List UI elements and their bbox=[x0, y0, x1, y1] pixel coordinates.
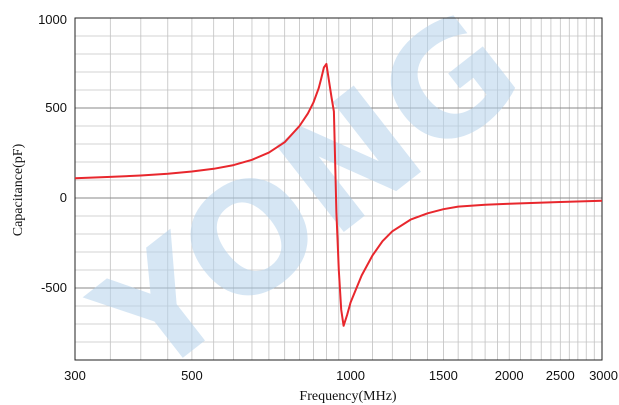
x-tick-label: 500 bbox=[181, 368, 203, 383]
x-tick-label: 2500 bbox=[546, 368, 575, 383]
horizontal-gridlines bbox=[75, 35, 602, 343]
x-tick-labels: 300 500 1000 1500 2000 2500 3000 bbox=[64, 368, 618, 383]
y-tick-label: 0 bbox=[60, 190, 67, 205]
capacitance-series-line bbox=[74, 62, 603, 327]
x-axis-label: Frequency(MHz) bbox=[299, 389, 397, 404]
y-axis-label: Capacitance(pF) bbox=[11, 143, 26, 236]
watermark-text: YONG bbox=[65, 0, 552, 405]
x-tick-label: 300 bbox=[64, 368, 86, 383]
x-tick-label: 2000 bbox=[495, 368, 524, 383]
x-tick-label: 1000 bbox=[336, 368, 365, 383]
y-tick-label: 1000 bbox=[38, 12, 67, 27]
y-tick-labels: 1000 500 0 -500 bbox=[38, 12, 67, 295]
y-tick-label: -500 bbox=[41, 280, 67, 295]
x-tick-label: 1500 bbox=[429, 368, 458, 383]
plot-area-frame bbox=[74, 17, 603, 361]
y-tick-label: 500 bbox=[45, 100, 67, 115]
x-tick-label: 3000 bbox=[589, 368, 618, 383]
